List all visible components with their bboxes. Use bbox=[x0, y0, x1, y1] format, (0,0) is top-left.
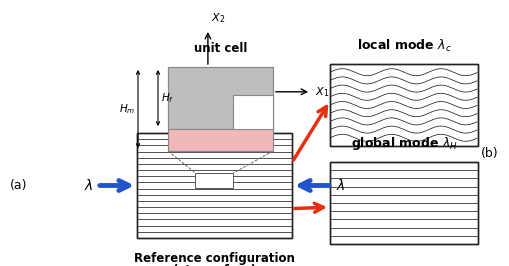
Text: $\lambda$: $\lambda$ bbox=[336, 178, 346, 193]
Bar bbox=[233, 95, 273, 129]
Text: $H_f$: $H_f$ bbox=[161, 91, 174, 105]
Bar bbox=[330, 162, 478, 244]
Bar bbox=[330, 162, 478, 244]
Bar bbox=[330, 64, 478, 146]
Text: Reference configuration: Reference configuration bbox=[134, 252, 295, 265]
Bar bbox=[168, 67, 273, 129]
Bar bbox=[137, 133, 292, 238]
Text: (b): (b) bbox=[482, 148, 499, 160]
Bar bbox=[137, 133, 292, 238]
Bar bbox=[168, 67, 273, 151]
Bar bbox=[330, 64, 478, 146]
Bar bbox=[168, 129, 273, 151]
Text: global mode $\lambda_H$: global mode $\lambda_H$ bbox=[351, 135, 458, 152]
Text: (a): (a) bbox=[10, 179, 27, 192]
Text: $X_2$: $X_2$ bbox=[211, 11, 225, 25]
Text: $H_m$: $H_m$ bbox=[119, 102, 135, 116]
Text: $\lambda$: $\lambda$ bbox=[83, 178, 93, 193]
Bar bbox=[195, 173, 234, 188]
Text: unit cell: unit cell bbox=[194, 42, 247, 55]
Text: local mode $\lambda_c$: local mode $\lambda_c$ bbox=[357, 38, 451, 54]
Text: (stress-free): (stress-free) bbox=[173, 264, 256, 266]
Text: $X_1$: $X_1$ bbox=[315, 85, 329, 99]
